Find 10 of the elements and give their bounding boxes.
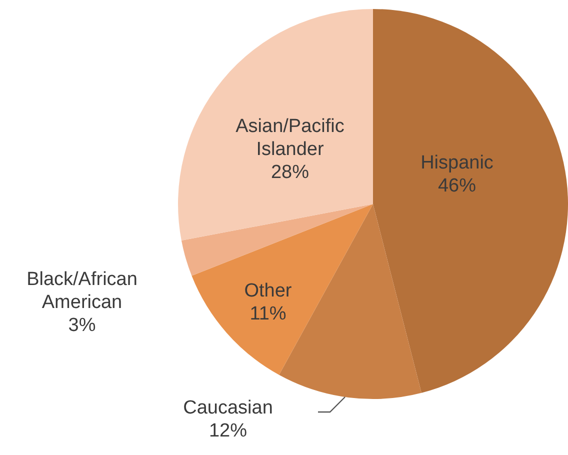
data-label: 46% (438, 176, 476, 197)
slice-label: Hispanic (420, 152, 494, 174)
slice-label: Asian/Pacific Islander (236, 116, 344, 160)
data-label: 12% (208, 420, 248, 442)
slice-label: Other (244, 280, 292, 302)
data-label: 3% (68, 315, 96, 336)
slice-label: Caucasian (183, 398, 273, 419)
data-label: 11% (250, 304, 286, 325)
slice-label: Black/African American (26, 269, 138, 314)
data-label: 28% (270, 162, 310, 184)
